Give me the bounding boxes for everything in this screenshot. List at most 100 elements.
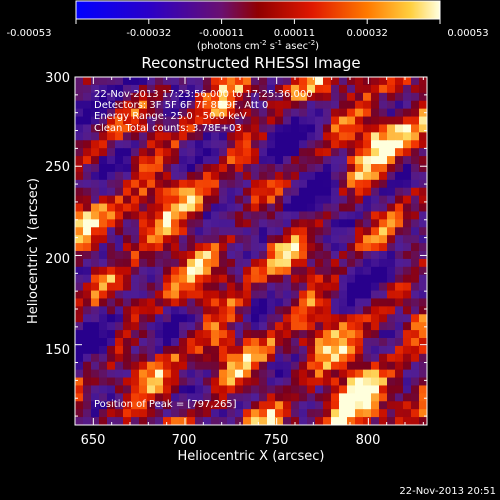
image-pixel [91, 322, 100, 331]
image-pixel [259, 235, 268, 244]
image-pixel [371, 314, 380, 323]
image-pixel [219, 203, 228, 213]
image-pixel [235, 322, 244, 331]
image-pixel [235, 409, 244, 418]
image-pixel [259, 211, 268, 220]
image-pixel [315, 132, 324, 141]
image-pixel [323, 116, 332, 126]
colorbar-tick-label: -0.00053 [7, 28, 52, 39]
image-pixel [75, 290, 84, 300]
image-pixel [323, 219, 332, 228]
image-pixel [339, 417, 348, 425]
image-pixel [291, 219, 300, 228]
image-pixel [267, 393, 276, 402]
image-pixel [331, 227, 340, 236]
image-pixel [83, 361, 92, 371]
image-pixel [123, 353, 132, 363]
image-pixel [83, 251, 92, 260]
plot-frame [74, 76, 428, 426]
image-pixel [291, 92, 300, 102]
image-pixel [387, 298, 396, 307]
image-pixel [195, 179, 204, 189]
image-pixel [331, 116, 340, 126]
image-pixel [323, 401, 332, 410]
image-pixel [227, 258, 236, 268]
image-pixel [99, 211, 108, 220]
x-tick-label: 750 [264, 433, 289, 448]
image-pixel [147, 243, 156, 252]
image-pixel [315, 385, 324, 394]
image-pixel [259, 92, 268, 102]
image-pixel [387, 361, 396, 371]
x-axis-label: Heliocentric X (arcsec) [178, 449, 325, 464]
image-pixel [267, 84, 276, 94]
image-pixel [403, 274, 412, 284]
image-pixel [267, 385, 276, 394]
image-pixel [219, 258, 228, 268]
image-pixel [283, 322, 292, 331]
image-pixel [371, 243, 380, 252]
image-pixel [243, 417, 252, 425]
image-pixel [187, 77, 196, 86]
y-axis-label: Heliocentric Y (arcsec) [26, 178, 41, 324]
image-pixel [387, 353, 396, 363]
image-pixel [347, 148, 356, 157]
x-tick-label: 700 [172, 433, 197, 448]
image-pixel [227, 235, 236, 244]
image-pixel [235, 298, 244, 307]
image-pixel [355, 290, 364, 300]
image-pixel [203, 361, 212, 371]
image-pixel [235, 108, 244, 118]
image-pixel [259, 393, 268, 402]
image-pixel [195, 393, 204, 402]
image-pixel [395, 353, 404, 363]
image-pixel [283, 345, 292, 355]
image-pixel [347, 298, 356, 307]
image-pixel [291, 266, 300, 276]
image-pixel [171, 124, 180, 133]
image-pixel [107, 385, 116, 394]
image-pixel [347, 156, 356, 165]
image-pixel [155, 290, 164, 300]
image-pixel [387, 195, 396, 205]
image-pixel [83, 140, 92, 149]
image-pixel [323, 235, 332, 244]
image-pixel [315, 100, 324, 110]
image-pixel [331, 100, 340, 110]
image-pixel [147, 195, 156, 205]
image-pixel [123, 306, 132, 315]
image-pixel [123, 417, 132, 425]
image-pixel [83, 243, 92, 252]
image-pixel [331, 219, 340, 228]
image-pixel [275, 171, 284, 181]
image-pixel [107, 195, 116, 205]
image-pixel [147, 338, 156, 347]
image-pixel [187, 84, 196, 94]
image-pixel [243, 274, 252, 284]
image-pixel [155, 385, 164, 394]
image-pixel [147, 92, 156, 102]
image-pixel [259, 116, 268, 126]
image-pixel [411, 266, 420, 276]
image-pixel [195, 345, 204, 355]
image-pixel [203, 132, 212, 141]
image-pixel [419, 140, 427, 149]
image-pixel [355, 377, 364, 387]
image-pixel [171, 195, 180, 205]
image-pixel [355, 409, 364, 418]
image-pixel [275, 140, 284, 149]
image-pixel [419, 227, 427, 236]
image-pixel [251, 361, 260, 371]
image-pixel [139, 164, 148, 173]
image-pixel [411, 156, 420, 165]
image-pixel [83, 314, 92, 323]
image-pixel [171, 298, 180, 307]
image-pixel [243, 282, 252, 292]
image-pixel [403, 179, 412, 189]
image-pixel [195, 369, 204, 379]
image-pixel [307, 306, 316, 315]
image-pixel [243, 251, 252, 260]
image-pixel [203, 409, 212, 418]
image-pixel [155, 148, 164, 157]
